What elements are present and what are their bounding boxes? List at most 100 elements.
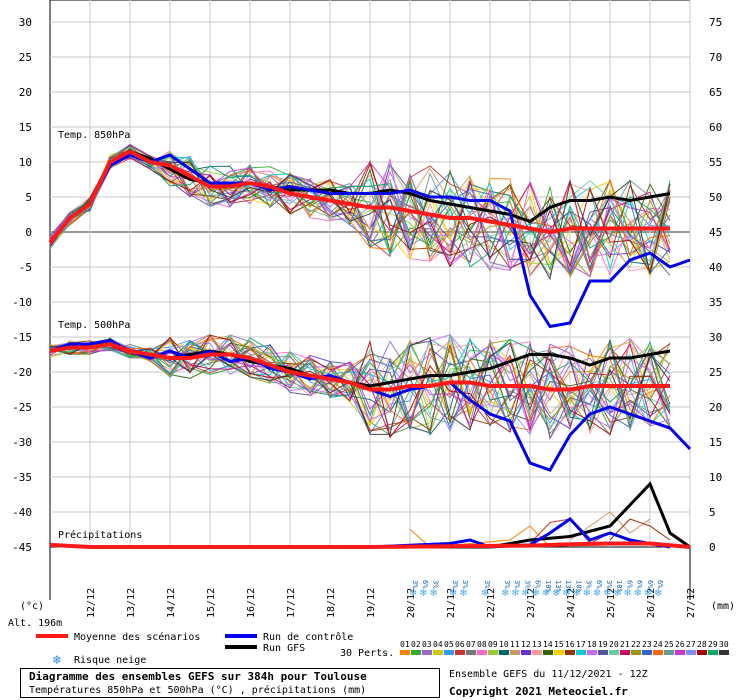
member-legend-swatch <box>653 650 663 655</box>
left-tick-label: 25 <box>19 51 32 64</box>
snowflake-icon: ❄ <box>634 588 642 599</box>
left-tick-label: -15 <box>12 331 32 344</box>
label-t500: Temp. 500hPa <box>58 320 130 331</box>
snowflake-icon: ❄ <box>459 588 467 599</box>
member-legend: 01 02 03 04 05 06 07 08 09 10 11 12 13 14 15 16 17 18 19 20… <box>400 640 729 655</box>
snowflake-icon: ❄ <box>501 588 509 599</box>
t850-mean-line <box>48 149 670 244</box>
snow-risk-pct: 6% <box>421 580 429 589</box>
snow-risk-pct: 3% <box>461 580 469 589</box>
date-tick-label: 25/12 <box>606 588 617 618</box>
left-tick-label: -30 <box>12 436 32 449</box>
snow-risk-pct: 3% <box>411 580 419 589</box>
member-legend-swatch <box>499 650 509 655</box>
snowflake-icon: ❄ <box>532 588 540 599</box>
member-legend-label: 08 <box>477 640 487 649</box>
main-series <box>48 149 692 549</box>
member-legend-swatch <box>598 650 608 655</box>
date-tick-label: 22/12 <box>486 588 497 618</box>
member-legend-label: 26 <box>675 640 685 649</box>
snow-risk-pct: 3% <box>483 580 491 589</box>
snow-risk-pct: 3% <box>451 580 459 589</box>
right-tick-label: 40 <box>709 261 722 274</box>
member-legend-swatch <box>411 650 421 655</box>
member-legend-swatch <box>664 650 674 655</box>
member-legend-label: 04 <box>433 640 443 649</box>
member-legend-swatch <box>708 650 718 655</box>
left-tick-label: -10 <box>12 296 32 309</box>
date-tick-label: 13/12 <box>126 588 137 618</box>
member-legend-swatch <box>422 650 432 655</box>
member-legend-swatch <box>444 650 454 655</box>
member-legend-swatch <box>576 650 586 655</box>
snow-risk-pct: 6% <box>656 580 664 589</box>
member-legend-label: 22 <box>631 640 641 649</box>
snowflake-icon: ❄ <box>511 588 519 599</box>
precip-mean-line <box>49 541 691 549</box>
snow-risk-pct: 3% <box>513 580 521 589</box>
snow-risk-pct: 10% <box>615 580 623 593</box>
member-legend-swatch <box>510 650 520 655</box>
member-legend-label: 05 <box>444 640 454 649</box>
snowflake-icon: ❄ <box>429 588 437 599</box>
left-tick-label: -20 <box>12 366 32 379</box>
t850-control-line <box>48 153 691 329</box>
legend-gfs: Run GFS <box>263 643 305 654</box>
member-legend-label: 17 <box>576 640 586 649</box>
left-tick-label: 10 <box>19 156 32 169</box>
legend-mean: Moyenne des scénarios <box>74 631 200 643</box>
member-legend-label: 10 <box>499 640 509 649</box>
member-legend-label: 29 <box>708 640 718 649</box>
snowflake-icon: ❄ <box>583 588 591 599</box>
member-legend-label: 12 <box>521 640 531 649</box>
precip-member-line <box>569 511 651 541</box>
chart-subtitle: Températures 850hPa et 500hPa (°C) , pré… <box>29 685 367 696</box>
right-tick-label: 50 <box>709 191 722 204</box>
left-unit: (°c) <box>20 601 44 612</box>
snowflake-icon: ❄ <box>542 588 550 599</box>
member-legend-swatch <box>433 650 443 655</box>
snow-risk-pct: 3% <box>585 580 593 589</box>
date-tick-label: 21/12 <box>446 588 457 618</box>
member-legend-label: 07 <box>466 640 476 649</box>
member-legend-label: 01 <box>400 640 410 649</box>
right-unit: (mm) <box>711 601 735 612</box>
snowflake-icon: ❄ <box>593 588 601 599</box>
date-tick-label: 20/12 <box>406 588 417 618</box>
member-legend-swatch <box>620 650 630 655</box>
right-tick-label: 25 <box>709 366 722 379</box>
snow-risk-pct: 6% <box>646 580 654 589</box>
legend-control: Run de contrôle <box>263 631 353 643</box>
t500-mean-line <box>49 341 670 392</box>
snow-risk-pct: 6% <box>595 580 603 589</box>
snowflake-icon: ❄ <box>572 588 580 599</box>
member-legend-label: 20 <box>609 640 619 649</box>
snowflake-icon: ❄ <box>562 588 570 599</box>
precip-member-line <box>609 518 671 541</box>
snow-risk-pct: 13% <box>554 580 562 593</box>
snow-risk-pct: 3% <box>431 580 439 589</box>
snow-risk-pct: 6% <box>534 580 542 589</box>
member-legend-swatch <box>455 650 465 655</box>
right-tick-label: 45 <box>709 226 722 239</box>
snow-risk-pct: 6% <box>636 580 644 589</box>
member-legend-label: 11 <box>510 640 520 649</box>
t850-member-line <box>49 157 671 274</box>
member-legend-swatch <box>642 650 652 655</box>
grid <box>49 0 691 600</box>
right-tick-label: 60 <box>709 121 722 134</box>
right-tick-label: 35 <box>709 296 722 309</box>
left-tick-label: 30 <box>19 16 32 29</box>
left-tick-label: -25 <box>12 401 32 414</box>
member-legend-label: 14 <box>543 640 553 649</box>
member-legend-label: 27 <box>686 640 696 649</box>
snowflake-icon: ❄ <box>419 588 427 599</box>
right-tick-label: 70 <box>709 51 722 64</box>
member-legend-label: 25 <box>664 640 674 649</box>
member-legend-label: 24 <box>653 640 663 649</box>
member-legend-label: 30 <box>719 640 729 649</box>
t500-member-line <box>49 344 671 432</box>
member-legend-label: 21 <box>620 640 630 649</box>
left-tick-label: -35 <box>12 471 32 484</box>
